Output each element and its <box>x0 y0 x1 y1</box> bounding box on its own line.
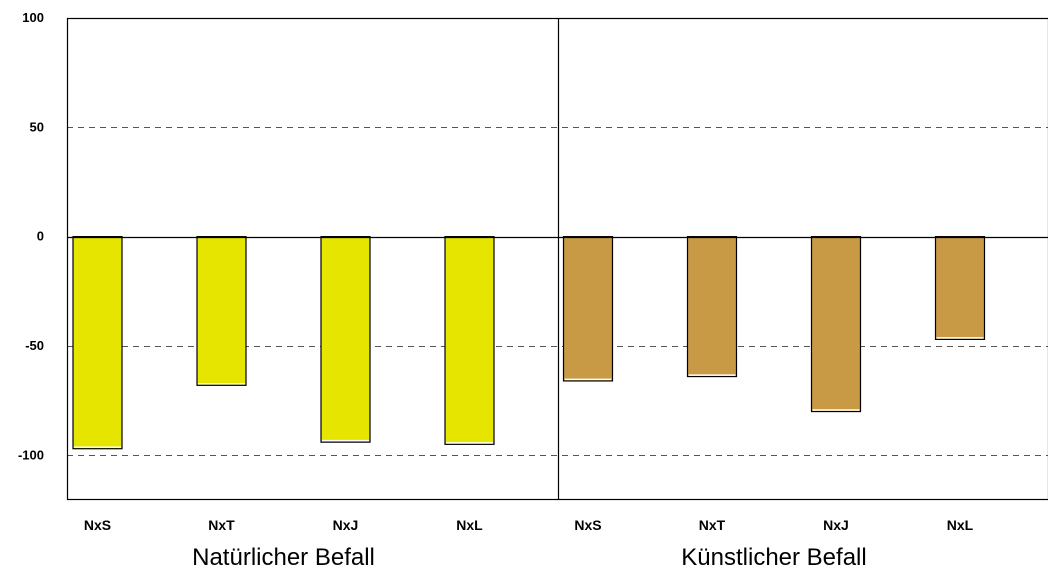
group-label: Künstlicher Befall <box>681 544 866 568</box>
bar <box>444 236 495 445</box>
y-tick-label: -50 <box>25 338 44 353</box>
bars-layer <box>72 236 986 450</box>
category-label: NxL <box>947 517 974 533</box>
grid-layer <box>67 127 1048 456</box>
y-tick-label: -100 <box>18 447 44 462</box>
bar <box>320 236 371 443</box>
group-label: Natürlicher Befall <box>192 544 375 568</box>
category-label: NxS <box>84 517 111 533</box>
category-label: NxJ <box>823 517 849 533</box>
bar <box>934 236 986 340</box>
y-tick-label: 0 <box>37 229 44 244</box>
category-label: NxT <box>208 517 235 533</box>
category-label: NxL <box>456 517 483 533</box>
category-label: NxJ <box>333 517 359 533</box>
labels-layer: 100 50 0 -50 -100 NxS NxT NxJ NxL Natürlicher Bef… <box>18 10 974 568</box>
category-label: NxS <box>574 517 601 533</box>
y-tick-label: 50 <box>30 119 44 134</box>
bar <box>686 236 738 378</box>
bar <box>810 236 862 413</box>
category-label: NxT <box>699 517 726 533</box>
bar <box>562 236 614 382</box>
bar <box>72 236 123 450</box>
bar <box>196 236 247 386</box>
frame-layer <box>66 17 1048 501</box>
y-tick-label: 100 <box>22 10 44 25</box>
